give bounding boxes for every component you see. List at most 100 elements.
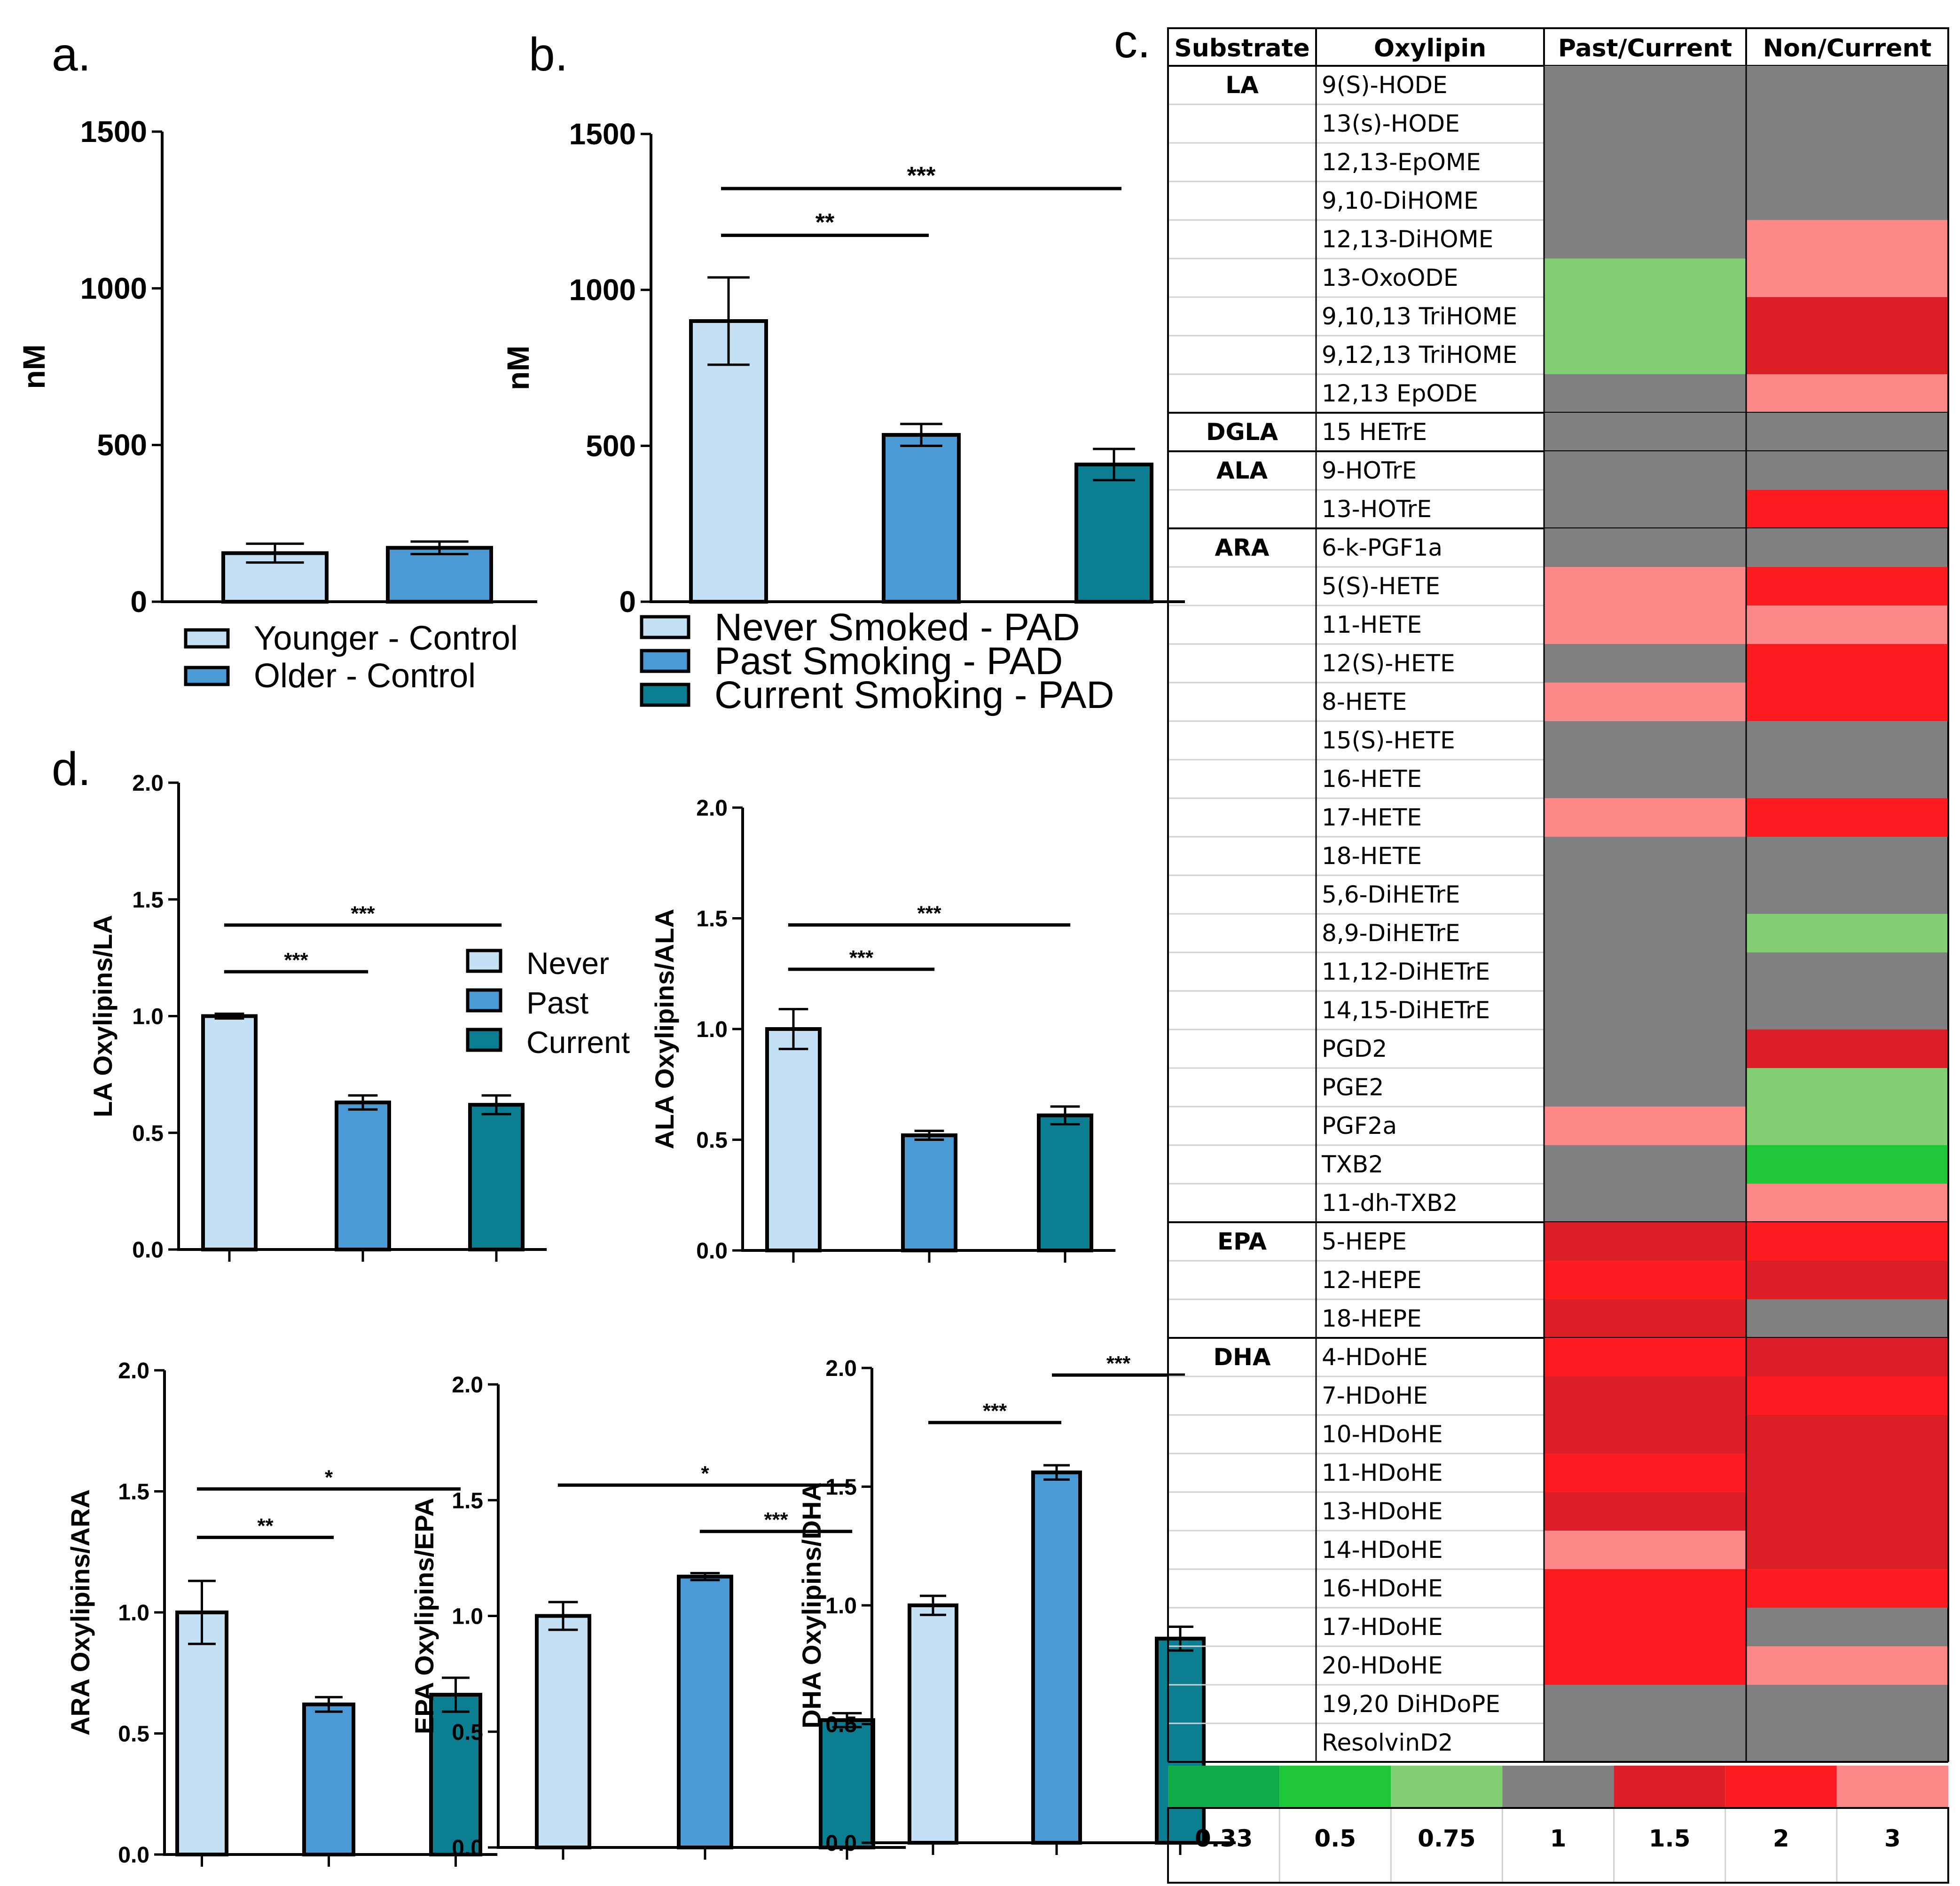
oxylipin-name: PGE2 bbox=[1322, 1074, 1384, 1101]
heat-cell bbox=[1544, 1454, 1746, 1492]
heat-cell bbox=[1544, 644, 1746, 683]
y-tick-label: 1.5 bbox=[118, 1480, 149, 1505]
heat-cell bbox=[1746, 1454, 1948, 1492]
key-label: 2 bbox=[1773, 1825, 1789, 1852]
y-axis-label: ALA Oxylipins/ALA bbox=[650, 909, 679, 1149]
heat-cell bbox=[1544, 1222, 1746, 1261]
heat-cell bbox=[1544, 1029, 1746, 1068]
y-tick-label: 0.5 bbox=[696, 1128, 728, 1153]
heat-cell bbox=[1746, 875, 1948, 914]
heat-cell bbox=[1746, 297, 1948, 336]
heat-cell bbox=[1544, 297, 1746, 336]
bar-never bbox=[535, 1614, 591, 1849]
key-swatch bbox=[1725, 1766, 1837, 1808]
significance-stars: *** bbox=[284, 949, 308, 972]
y-tick-label: 0.0 bbox=[132, 1238, 164, 1263]
bar-older-control bbox=[386, 546, 493, 604]
oxylipin-name: 11-dh-TXB2 bbox=[1322, 1189, 1458, 1217]
column-header: Past/Current bbox=[1558, 34, 1732, 63]
bar-past bbox=[1031, 1470, 1082, 1845]
heat-cell bbox=[1746, 1107, 1948, 1145]
y-tick-label: 2.0 bbox=[696, 796, 728, 821]
key-label: 1.5 bbox=[1649, 1825, 1691, 1852]
bar-never bbox=[765, 1027, 822, 1252]
heat-cell bbox=[1544, 1376, 1746, 1415]
heat-cell bbox=[1544, 528, 1746, 567]
bar-never bbox=[201, 1014, 258, 1251]
oxylipin-name: 18-HEPE bbox=[1322, 1305, 1422, 1332]
heat-cell bbox=[1544, 567, 1746, 605]
y-tick-label: 0.0 bbox=[825, 1831, 857, 1856]
bar-never bbox=[175, 1611, 228, 1856]
substrate-name: LA bbox=[1225, 71, 1259, 99]
heat-cell bbox=[1746, 1338, 1948, 1376]
oxylipin-name: 15(S)-HETE bbox=[1322, 727, 1455, 754]
y-tick-label: 1.0 bbox=[118, 1601, 149, 1626]
legend-swatch bbox=[466, 949, 502, 973]
legend-d1: Never Past Current bbox=[466, 946, 630, 1060]
legend-label: Past bbox=[526, 985, 588, 1020]
legend-label: Past Smoking - PAD bbox=[714, 640, 1063, 683]
heat-cell bbox=[1746, 837, 1948, 875]
heat-cell bbox=[1746, 1569, 1948, 1608]
heat-cell bbox=[1544, 1068, 1746, 1107]
heat-cell bbox=[1746, 336, 1948, 374]
heat-cell bbox=[1746, 1376, 1948, 1415]
heat-cell bbox=[1746, 1029, 1948, 1068]
oxylipin-name: 9,10,13 TriHOME bbox=[1322, 303, 1517, 330]
y-tick-label: 0.5 bbox=[825, 1713, 857, 1737]
heat-cell bbox=[1746, 1299, 1948, 1338]
heat-cell bbox=[1544, 1184, 1746, 1222]
bar-past bbox=[335, 1100, 391, 1252]
legend-label: Current bbox=[526, 1025, 630, 1060]
heat-cell bbox=[1746, 952, 1948, 991]
heat-cell bbox=[1544, 104, 1746, 143]
heat-cell bbox=[1746, 143, 1948, 181]
heat-cell bbox=[1544, 143, 1746, 181]
significance-stars: * bbox=[701, 1462, 709, 1485]
heat-cell bbox=[1544, 1261, 1746, 1299]
heat-cell bbox=[1746, 451, 1948, 490]
heat-cell bbox=[1544, 1492, 1746, 1531]
key-label: 0.5 bbox=[1314, 1825, 1356, 1852]
bar-current bbox=[1155, 1636, 1206, 1845]
y-tick-label: 1.5 bbox=[132, 888, 164, 912]
panel-label-c: c. bbox=[1114, 15, 1151, 68]
oxylipin-name: 14-HDoHE bbox=[1322, 1536, 1443, 1564]
heat-cell bbox=[1544, 220, 1746, 259]
significance-stars: ** bbox=[257, 1514, 274, 1537]
oxylipin-name: 11-HETE bbox=[1322, 611, 1422, 638]
heat-cell bbox=[1544, 760, 1746, 798]
key-swatch bbox=[1836, 1766, 1948, 1808]
bar-past-smoking-pad bbox=[882, 433, 961, 604]
panel-label-d1: d. bbox=[52, 743, 91, 795]
y-tick-label: 1.0 bbox=[132, 1005, 164, 1029]
heat-cell bbox=[1746, 220, 1948, 259]
chart-d2: 0.0 0.5 1.0 1.5 2.0 ALA Oxylipins/ALA *** *** bbox=[650, 796, 1116, 1264]
oxylipin-name: 14,15-DiHETrE bbox=[1322, 997, 1490, 1024]
heat-cell bbox=[1544, 721, 1746, 760]
key-label: 0.75 bbox=[1418, 1825, 1475, 1852]
y-tick-label: 0.0 bbox=[118, 1843, 149, 1868]
heat-cell bbox=[1544, 1685, 1746, 1723]
key-label: 3 bbox=[1884, 1825, 1901, 1852]
bar-never bbox=[908, 1603, 958, 1845]
heat-cell bbox=[1544, 991, 1746, 1029]
heat-cell bbox=[1544, 1531, 1746, 1569]
heat-cell bbox=[1746, 1492, 1948, 1531]
panel-label-b: b. bbox=[529, 28, 568, 81]
y-tick-label: 1.0 bbox=[452, 1604, 483, 1629]
oxylipin-name: 7-HDoHE bbox=[1322, 1382, 1428, 1409]
y-tick-label: 1.5 bbox=[696, 907, 728, 932]
legend-swatch bbox=[640, 683, 690, 707]
y-tick-label: 2.0 bbox=[132, 771, 164, 796]
heat-cell bbox=[1746, 1531, 1948, 1569]
bar-current bbox=[1037, 1113, 1093, 1252]
y-tick-label: 1.0 bbox=[825, 1594, 857, 1619]
oxylipin-name: PGD2 bbox=[1322, 1035, 1387, 1062]
y-axis-label: nM bbox=[501, 346, 535, 390]
heat-cell bbox=[1544, 683, 1746, 721]
